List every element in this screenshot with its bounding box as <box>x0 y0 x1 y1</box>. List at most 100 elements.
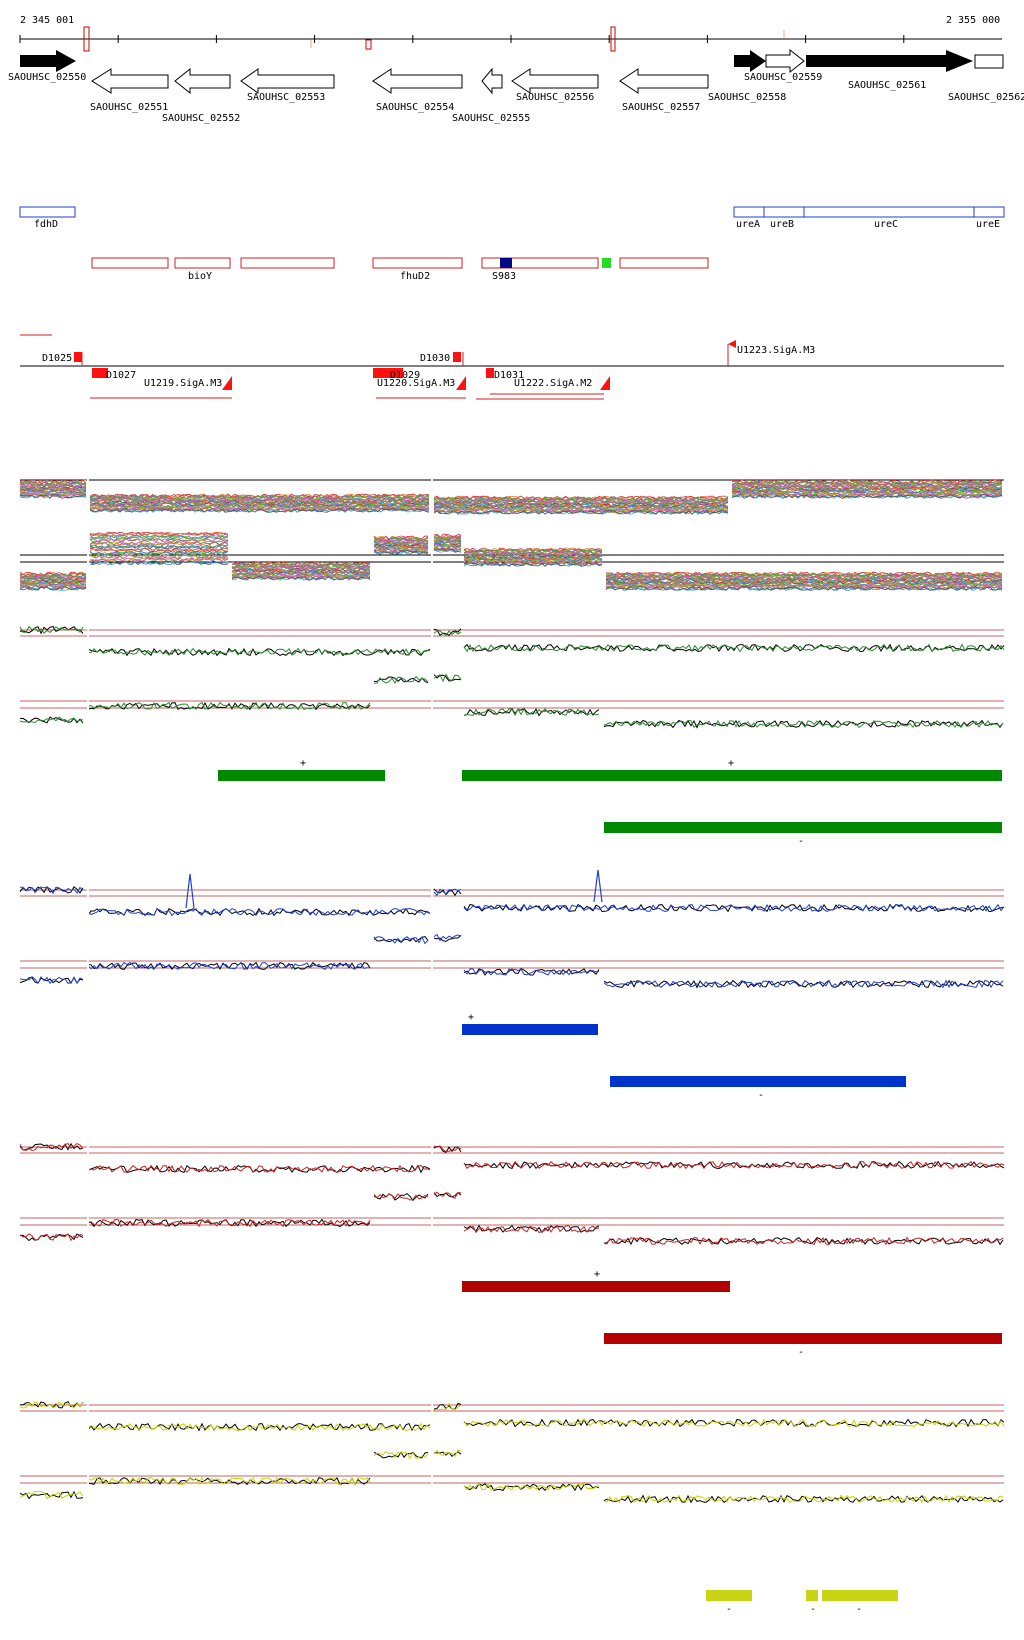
annotation-label: fhuD2 <box>400 271 430 282</box>
feature-label: D1027 <box>106 370 136 381</box>
gene-label: SAOUHSC_02562 <box>948 92 1024 103</box>
gene-label: SAOUHSC_02558 <box>708 92 786 103</box>
expression-line <box>19 538 1003 582</box>
gene-saouhsc-02551[interactable]: SAOUHSC_02551 <box>90 68 169 113</box>
signal-line <box>19 1401 1005 1432</box>
segment-bar-plus <box>462 1281 730 1292</box>
annotation-ure[interactable]: ureA ureB ureC ureE <box>733 206 1005 230</box>
reverse-gene-track: SAOUHSC_02551 SAOUHSC_02552 SAOUHSC_0255… <box>90 67 709 124</box>
segment-bar-minus <box>806 1590 818 1601</box>
expression-line <box>19 492 1003 514</box>
signal-line <box>19 1142 1005 1174</box>
gene-label: SAOUHSC_02557 <box>622 102 700 113</box>
signal-line <box>19 1449 1004 1504</box>
feature-label: U1220.SigA.M3 <box>377 378 455 389</box>
gene-label: SAOUHSC_02553 <box>247 92 325 103</box>
annotation-label: ureA <box>736 219 760 230</box>
regulatory-feature-track: D1025 D1030 U1223.SigA.M3 D1027 U1219.Si… <box>20 334 1004 400</box>
gene-saouhsc-02557[interactable]: SAOUHSC_02557 <box>619 68 709 113</box>
expression-line <box>19 534 1003 579</box>
annotation-label: fdhD <box>34 219 58 230</box>
expression-line <box>19 492 1003 514</box>
annotation-label: ureB <box>770 219 794 230</box>
segment-bar-minus <box>604 822 1002 833</box>
gene-saouhsc-02552[interactable]: SAOUHSC_02552 <box>162 67 240 124</box>
minus-strand-mark: - <box>798 1347 804 1358</box>
reverse-annotation-track: bioY fhuD2 S983 <box>91 257 709 282</box>
condition-tracks: + +-+-+-- - - <box>19 614 1005 1615</box>
gene-label: SAOUHSC_02559 <box>744 72 822 83</box>
expression-line <box>19 481 1003 503</box>
minus-strand-mark: - <box>798 836 804 847</box>
signal-line <box>19 1191 1004 1246</box>
gene-saouhsc-02555[interactable]: SAOUHSC_02555 <box>452 67 530 124</box>
gene-saouhsc-02559[interactable]: SAOUHSC_02559 <box>744 48 822 83</box>
gene-saouhsc-02556[interactable]: SAOUHSC_02556 <box>511 68 599 103</box>
expression-line <box>19 540 1003 583</box>
minus-strand-mark: - <box>726 1604 732 1615</box>
expression-overview-panel <box>19 475 1004 595</box>
segment-bar-minus <box>822 1590 898 1601</box>
forward-gene-track: SAOUHSC_02550 SAOUHSC_02558 SAOUHSC_0255… <box>8 48 1024 103</box>
signal-line <box>19 886 1005 917</box>
gene-label: SAOUHSC_02556 <box>516 92 594 103</box>
plus-strand-mark: + <box>594 1269 600 1280</box>
annotation-label: S983 <box>492 271 516 282</box>
gene-label: SAOUHSC_02552 <box>162 113 240 124</box>
gene-saouhsc-02553[interactable]: SAOUHSC_02553 <box>240 68 335 103</box>
plus-strand-mark: + <box>728 758 734 769</box>
ruler-start-label: 2 345 001 <box>20 15 74 26</box>
expression-line <box>19 494 1003 515</box>
expression-line <box>19 479 1003 501</box>
gene-saouhsc-02558[interactable]: SAOUHSC_02558 <box>708 50 786 103</box>
gene-saouhsc-02550[interactable]: SAOUHSC_02550 <box>8 50 86 83</box>
segment-bar-minus <box>604 1333 1002 1344</box>
gene-saouhsc-02562[interactable]: SAOUHSC_02562 <box>948 54 1024 103</box>
plus-strand-mark: + <box>468 1012 474 1023</box>
feature-label: U1222.SigA.M2 <box>514 378 592 389</box>
gene-label: SAOUHSC_02551 <box>90 102 168 113</box>
feature-label: D1031 <box>494 370 524 381</box>
feature-label: U1223.SigA.M3 <box>737 345 815 356</box>
signal-line <box>19 933 1004 989</box>
gene-saouhsc-02554[interactable]: SAOUHSC_02554 <box>372 68 463 113</box>
segment-bar-plus <box>218 770 385 781</box>
signal-line <box>19 625 1005 656</box>
gene-label: SAOUHSC_02554 <box>376 102 454 113</box>
expression-line <box>19 484 1003 506</box>
minus-strand-mark: - <box>810 1604 816 1615</box>
signal-line <box>19 1191 1004 1246</box>
signal-line <box>19 674 1004 729</box>
gene-label: SAOUHSC_02550 <box>8 72 86 83</box>
annotation-label: bioY <box>188 271 212 282</box>
signal-line <box>19 1142 1005 1174</box>
expression-line <box>19 487 1003 509</box>
feature-label: U1219.SigA.M3 <box>144 378 222 389</box>
track-green: + + - <box>19 614 1005 847</box>
feature-label: D1029 <box>390 370 420 381</box>
segment-bar-minus <box>610 1076 906 1087</box>
gene-saouhsc-02561[interactable]: SAOUHSC_02561 <box>806 50 973 91</box>
track-red: +- <box>19 1131 1005 1358</box>
plus-strand-mark: + <box>300 758 306 769</box>
expression-line <box>19 482 1003 504</box>
gene-label: SAOUHSC_02555 <box>452 113 530 124</box>
expression-line <box>19 493 1003 515</box>
feature-label: D1030 <box>420 353 450 364</box>
expression-line <box>19 485 1003 507</box>
coordinate-ruler: 2 345 001 2 355 000 <box>19 15 1002 52</box>
feature-label: D1025 <box>42 353 72 364</box>
segment-bar-plus <box>462 1024 598 1035</box>
segment-bar-minus <box>706 1590 752 1601</box>
track-blue: +- <box>19 869 1005 1101</box>
track-yellow: --- <box>19 1389 1005 1615</box>
ruler-end-label: 2 355 000 <box>946 15 1000 26</box>
signal-line <box>19 1451 1004 1504</box>
signal-line <box>19 625 1005 657</box>
expression-line <box>19 487 1003 509</box>
annotation-fdhd[interactable]: fdhD <box>19 206 76 230</box>
segment-bar-plus <box>462 770 1002 781</box>
annotation-label: ureE <box>976 219 1000 230</box>
gene-label: SAOUHSC_02561 <box>848 80 926 91</box>
